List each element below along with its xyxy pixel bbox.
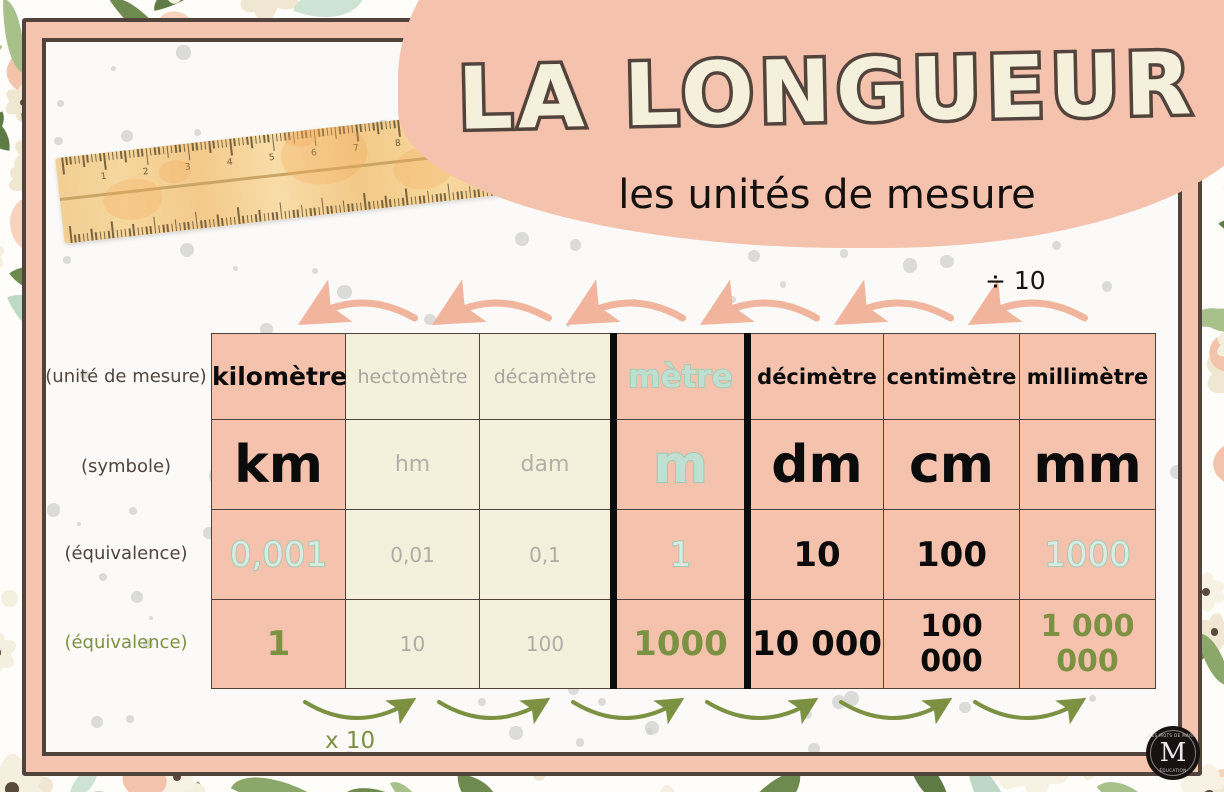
cell-eq-metre-m: 1	[614, 510, 748, 600]
cell-text: 1000	[1044, 535, 1131, 575]
cell-text: cm	[909, 435, 994, 495]
row-label-unit: (unité de mesure)	[36, 366, 216, 387]
cell-text: 100	[526, 632, 564, 656]
multiply-label: x 10	[325, 728, 375, 754]
length-units-table: kilomètre hectomètre décamètre mètre déc…	[211, 333, 1155, 688]
cell-unit-cm: centimètre	[884, 334, 1020, 420]
cell-text: hectomètre	[358, 366, 468, 388]
cell-text: 0,1	[529, 543, 561, 567]
cell-eq-metre-hm: 0,01	[346, 510, 480, 600]
cell-text: km	[234, 435, 323, 495]
cell-eq-metre-cm: 100	[884, 510, 1020, 600]
cell-unit-hm: hectomètre	[346, 334, 480, 420]
table-row-equivalence-mm: 1 10 100 1000 10 000 100 000 1 000 000	[212, 600, 1156, 689]
cell-text: 0,001	[230, 535, 327, 575]
cell-text: hm	[395, 452, 430, 477]
cell-symbol-m: m	[614, 420, 748, 510]
cell-text: 10 000	[752, 624, 882, 664]
cell-text: dam	[521, 452, 570, 477]
cell-text: 10	[793, 535, 840, 575]
cell-text: kilomètre	[212, 362, 347, 391]
cell-eq-mm-mm: 1 000 000	[1020, 600, 1156, 689]
cell-text: mm	[1033, 435, 1141, 495]
row-label-equivalence-mm: (équivalence)	[36, 632, 216, 653]
cell-text: dm	[771, 435, 862, 495]
brand-logo: LES MOTS DE MARIE M ÉDUCATION	[1146, 726, 1200, 780]
cell-text: centimètre	[887, 365, 1017, 389]
logo-top-text: LES MOTS DE MARIE	[1146, 733, 1200, 738]
cell-symbol-dm: dm	[748, 420, 884, 510]
cell-unit-mm: millimètre	[1020, 334, 1156, 420]
cell-eq-mm-dam: 100	[480, 600, 614, 689]
cell-eq-metre-dam: 0,1	[480, 510, 614, 600]
cell-text: millimètre	[1027, 365, 1148, 389]
cell-eq-metre-dm: 10	[748, 510, 884, 600]
cell-symbol-km: km	[212, 420, 346, 510]
cell-text: décamètre	[494, 366, 597, 388]
cell-text: 10	[400, 632, 425, 656]
table-row-unit: kilomètre hectomètre décamètre mètre déc…	[212, 334, 1156, 420]
cell-text: 1 000 000	[1041, 609, 1135, 679]
cell-unit-dm: décimètre	[748, 334, 884, 420]
cell-eq-mm-m: 1000	[614, 600, 748, 689]
cell-symbol-cm: cm	[884, 420, 1020, 510]
row-label-symbol: (symbole)	[36, 456, 216, 477]
cell-eq-metre-mm: 1000	[1020, 510, 1156, 600]
cell-eq-mm-km: 1	[212, 600, 346, 689]
cell-eq-mm-dm: 10 000	[748, 600, 884, 689]
cell-eq-mm-cm: 100 000	[884, 600, 1020, 689]
cell-text: 1	[670, 535, 692, 575]
table-row-symbol: km hm dam m dm cm mm	[212, 420, 1156, 510]
cell-text: décimètre	[757, 365, 877, 389]
cell-text: mètre	[628, 359, 732, 395]
cell-unit-km: kilomètre	[212, 334, 346, 420]
cell-text: 1	[267, 624, 291, 664]
cell-text: 1000	[633, 624, 728, 664]
cell-symbol-hm: hm	[346, 420, 480, 510]
page-title: LA LONGUEUR	[431, 30, 1223, 155]
cell-symbol-mm: mm	[1020, 420, 1156, 510]
row-label-equivalence-metre: (équivalence)	[36, 543, 216, 564]
cell-eq-metre-km: 0,001	[212, 510, 346, 600]
multiply-arrows-row	[0, 694, 1224, 754]
cell-unit-m: mètre	[614, 334, 748, 420]
cell-symbol-dam: dam	[480, 420, 614, 510]
poster: 123456789101112 LA LONGUEUR les unités d…	[0, 0, 1224, 792]
logo-bottom-text: ÉDUCATION	[1146, 768, 1200, 773]
page-subtitle: les unités de mesure	[432, 172, 1222, 218]
cell-unit-dam: décamètre	[480, 334, 614, 420]
cell-text: 100 000	[920, 609, 983, 679]
cell-text: 100	[916, 535, 987, 575]
table-row-equivalence-metre: 0,001 0,01 0,1 1 10 100 1000	[212, 510, 1156, 600]
cell-eq-mm-hm: 10	[346, 600, 480, 689]
cell-text: 0,01	[390, 543, 435, 567]
cell-text: m	[653, 435, 707, 495]
divide-label: ÷ 10	[985, 266, 1046, 295]
